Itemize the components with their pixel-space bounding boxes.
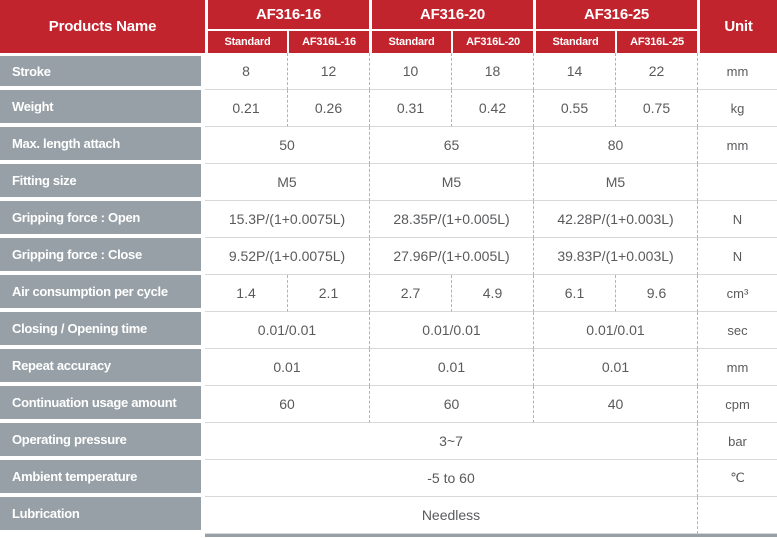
- value-cell: M5: [369, 164, 533, 201]
- unit-cell: bar: [697, 423, 777, 460]
- row-label: Stroke: [0, 53, 205, 90]
- value-cell: 0.31: [369, 90, 451, 127]
- value-cell: 0.01: [369, 349, 533, 386]
- spec-row: Gripping force : Open 15.3P/(1+0.0075L) 28…: [0, 201, 777, 238]
- variant-header-af316l-16: AF316L-16: [287, 31, 369, 53]
- unit-cell: mm: [697, 349, 777, 386]
- product-header-af316-16: AF316-16: [205, 0, 369, 31]
- spec-row: Weight 0.21 0.26 0.31 0.42 0.55 0.75 kg: [0, 90, 777, 127]
- value-cell: 0.26: [287, 90, 369, 127]
- value-cell: 2.7: [369, 275, 451, 312]
- value-cell: 2.1: [287, 275, 369, 312]
- unit-cell: N: [697, 201, 777, 238]
- row-label: Gripping force : Close: [0, 238, 205, 275]
- unit-cell: ℃: [697, 460, 777, 497]
- value-cell: M5: [533, 164, 697, 201]
- value-cell: 0.01/0.01: [369, 312, 533, 349]
- value-cell: 0.55: [533, 90, 615, 127]
- row-label: Max. length attach: [0, 127, 205, 164]
- variant-header-standard: Standard: [369, 31, 451, 53]
- value-cell: 15.3P/(1+0.0075L): [205, 201, 369, 238]
- value-cell: 0.21: [205, 90, 287, 127]
- product-header-af316-20: AF316-20: [369, 0, 533, 31]
- table-body: Stroke 8 12 10 18 14 22 mm Weight 0.21 0.26 0.31 0.4…: [0, 53, 777, 534]
- value-cell: 3~7: [205, 423, 697, 460]
- value-cell: 0.01: [533, 349, 697, 386]
- row-label: Operating pressure: [0, 423, 205, 460]
- value-cell: 18: [451, 53, 533, 90]
- unit-cell: mm: [697, 127, 777, 164]
- row-label: Repeat accuracy: [0, 349, 205, 386]
- value-cell: 0.01: [205, 349, 369, 386]
- unit-cell: [697, 497, 777, 534]
- value-cell: 8: [205, 53, 287, 90]
- row-label: Air consumption per cycle: [0, 275, 205, 312]
- value-cell: 40: [533, 386, 697, 423]
- bottom-bar-line: [205, 534, 777, 537]
- row-label: Closing / Opening time: [0, 312, 205, 349]
- value-cell: 65: [369, 127, 533, 164]
- row-label: Lubrication: [0, 497, 205, 534]
- spec-row: Lubrication Needless: [0, 497, 777, 534]
- spec-row: Fitting size M5 M5 M5: [0, 164, 777, 201]
- row-label: Fitting size: [0, 164, 205, 201]
- value-cell: 12: [287, 53, 369, 90]
- spec-row: Closing / Opening time 0.01/0.01 0.01/0.01…: [0, 312, 777, 349]
- value-cell: 60: [205, 386, 369, 423]
- spec-row: Continuation usage amount 60 60 40 cpm: [0, 386, 777, 423]
- value-cell: 4.9: [451, 275, 533, 312]
- variant-header-af316l-25: AF316L-25: [615, 31, 697, 53]
- unit-header: Unit: [697, 0, 777, 53]
- variant-header-standard: Standard: [205, 31, 287, 53]
- products-name-header: Products Name: [0, 0, 205, 53]
- table-header: Products Name AF316-16 AF316-20 AF316-25…: [0, 0, 777, 53]
- spec-row: Repeat accuracy 0.01 0.01 0.01 mm: [0, 349, 777, 386]
- value-cell: Needless: [205, 497, 697, 534]
- unit-cell: kg: [697, 90, 777, 127]
- value-cell: 0.75: [615, 90, 697, 127]
- unit-cell: cm³: [697, 275, 777, 312]
- variant-header-standard: Standard: [533, 31, 615, 53]
- spec-row: Stroke 8 12 10 18 14 22 mm: [0, 53, 777, 90]
- row-label: Gripping force : Open: [0, 201, 205, 238]
- value-cell: 80: [533, 127, 697, 164]
- unit-cell: N: [697, 238, 777, 275]
- row-label: Weight: [0, 90, 205, 127]
- value-cell: 1.4: [205, 275, 287, 312]
- value-cell: 9.52P/(1+0.0075L): [205, 238, 369, 275]
- value-cell: 60: [369, 386, 533, 423]
- spec-row: Air consumption per cycle 1.4 2.1 2.7 4.9 6.1…: [0, 275, 777, 312]
- spec-row: Gripping force : Close 9.52P/(1+0.0075L) 2…: [0, 238, 777, 275]
- value-cell: 0.01/0.01: [533, 312, 697, 349]
- value-cell: 50: [205, 127, 369, 164]
- value-cell: 42.28P/(1+0.003L): [533, 201, 697, 238]
- value-cell: 6.1: [533, 275, 615, 312]
- spec-row: Operating pressure 3~7 bar: [0, 423, 777, 460]
- value-cell: M5: [205, 164, 369, 201]
- row-label: Continuation usage amount: [0, 386, 205, 423]
- value-cell: 0.01/0.01: [205, 312, 369, 349]
- spec-row: Max. length attach 50 65 80 mm: [0, 127, 777, 164]
- bottom-accent-bar: [0, 534, 777, 538]
- value-cell: 14: [533, 53, 615, 90]
- variant-header-af316l-20: AF316L-20: [451, 31, 533, 53]
- product-header-af316-25: AF316-25: [533, 0, 697, 31]
- spec-row: Ambient temperature -5 to 60 ℃: [0, 460, 777, 497]
- value-cell: 39.83P/(1+0.003L): [533, 238, 697, 275]
- unit-cell: mm: [697, 53, 777, 90]
- value-cell: 0.42: [451, 90, 533, 127]
- value-cell: 22: [615, 53, 697, 90]
- value-cell: 27.96P/(1+0.005L): [369, 238, 533, 275]
- bottom-bar-spacer: [0, 534, 205, 538]
- value-cell: 9.6: [615, 275, 697, 312]
- value-cell: 28.35P/(1+0.005L): [369, 201, 533, 238]
- value-cell: -5 to 60: [205, 460, 697, 497]
- unit-cell: sec: [697, 312, 777, 349]
- row-label: Ambient temperature: [0, 460, 205, 497]
- unit-cell: [697, 164, 777, 201]
- value-cell: 10: [369, 53, 451, 90]
- unit-cell: cpm: [697, 386, 777, 423]
